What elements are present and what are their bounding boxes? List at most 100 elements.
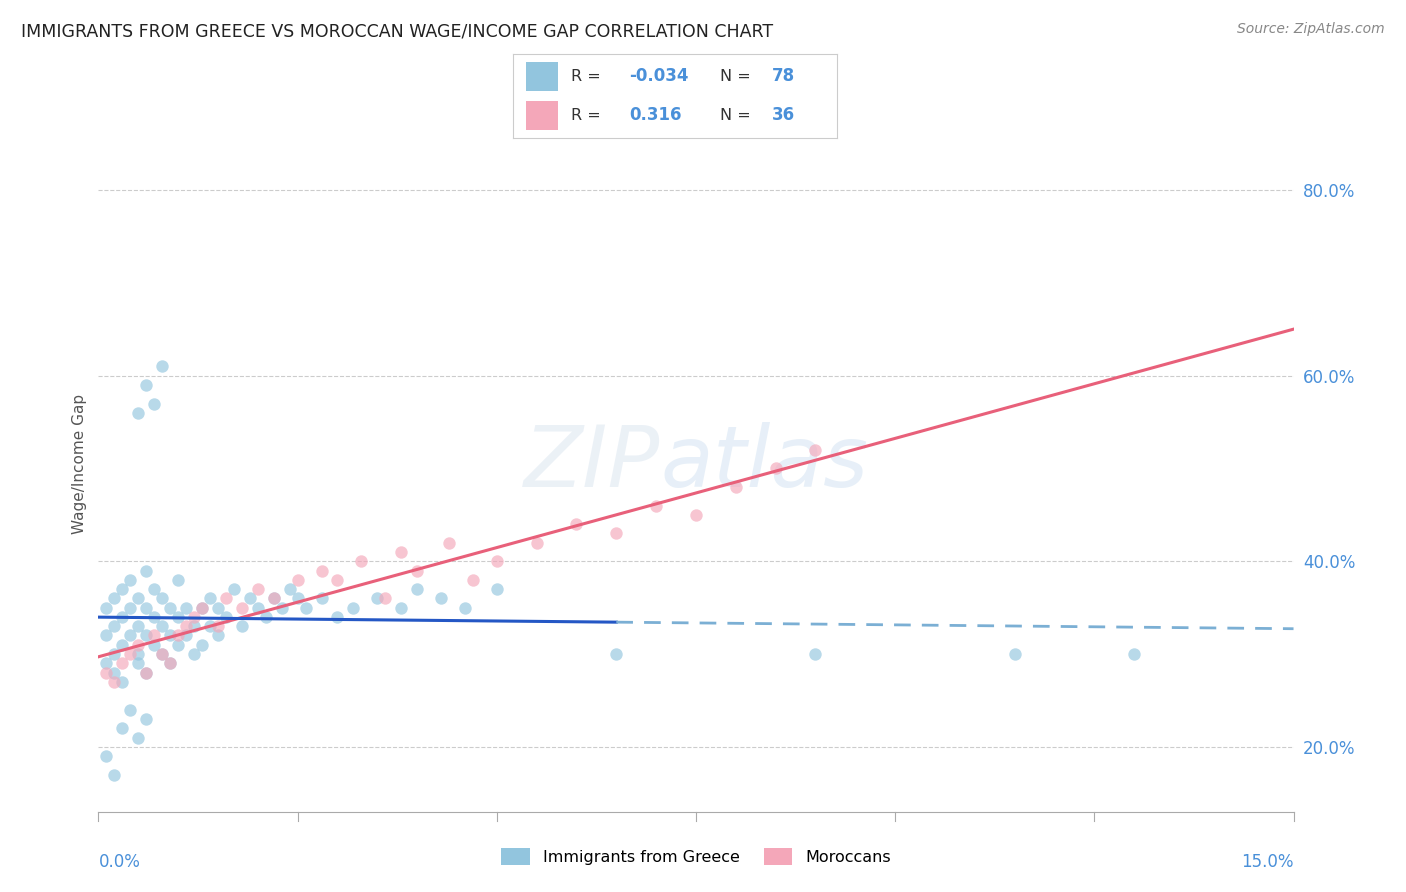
- Point: [198, 591, 221, 606]
- Text: 36: 36: [772, 106, 794, 124]
- Point: [231, 600, 253, 615]
- Point: [191, 638, 214, 652]
- Point: [127, 638, 149, 652]
- Point: [96, 657, 118, 671]
- Point: [103, 591, 125, 606]
- Point: [254, 610, 277, 624]
- Point: [526, 535, 548, 549]
- Point: [120, 647, 142, 661]
- Point: [127, 406, 149, 420]
- Point: [174, 600, 197, 615]
- Point: [103, 619, 125, 633]
- Point: [111, 638, 134, 652]
- Point: [135, 665, 157, 680]
- Point: [645, 499, 668, 513]
- Point: [111, 610, 134, 624]
- Point: [143, 610, 166, 624]
- Point: [159, 657, 181, 671]
- Point: [246, 582, 269, 596]
- Point: [143, 638, 166, 652]
- Point: [135, 712, 157, 726]
- Point: [565, 517, 588, 532]
- Point: [804, 647, 827, 661]
- Point: [150, 619, 173, 633]
- Point: [685, 508, 707, 522]
- Text: ZIP: ZIP: [524, 422, 661, 506]
- Point: [350, 554, 373, 568]
- Point: [135, 665, 157, 680]
- Text: R =: R =: [571, 108, 612, 123]
- Point: [198, 619, 221, 633]
- Point: [135, 564, 157, 578]
- Point: [437, 535, 460, 549]
- Point: [127, 619, 149, 633]
- Point: [191, 600, 214, 615]
- Point: [120, 600, 142, 615]
- Point: [111, 674, 134, 689]
- Point: [127, 657, 149, 671]
- Point: [111, 721, 134, 735]
- Point: [120, 573, 142, 587]
- Point: [135, 600, 157, 615]
- Point: [406, 582, 429, 596]
- Point: [326, 610, 349, 624]
- Point: [287, 573, 309, 587]
- Point: [150, 591, 173, 606]
- Text: atlas: atlas: [661, 422, 868, 506]
- Point: [461, 573, 484, 587]
- Point: [724, 480, 747, 494]
- Point: [103, 767, 125, 781]
- Point: [120, 703, 142, 717]
- Point: [231, 619, 253, 633]
- Y-axis label: Wage/Income Gap: Wage/Income Gap: [72, 393, 87, 534]
- Point: [96, 749, 118, 764]
- Point: [111, 582, 134, 596]
- Text: 78: 78: [772, 68, 794, 86]
- Legend: Immigrants from Greece, Moroccans: Immigrants from Greece, Moroccans: [494, 840, 898, 873]
- Text: N =: N =: [720, 108, 756, 123]
- Text: Source: ZipAtlas.com: Source: ZipAtlas.com: [1237, 22, 1385, 37]
- Point: [150, 647, 173, 661]
- Point: [207, 619, 229, 633]
- Point: [135, 628, 157, 642]
- Point: [103, 674, 125, 689]
- Point: [1004, 647, 1026, 661]
- Point: [454, 600, 477, 615]
- Point: [239, 591, 262, 606]
- Point: [605, 526, 627, 541]
- Point: [342, 600, 364, 615]
- Point: [294, 600, 316, 615]
- Point: [143, 628, 166, 642]
- Point: [430, 591, 453, 606]
- Point: [605, 647, 627, 661]
- Point: [191, 600, 214, 615]
- Point: [183, 619, 205, 633]
- Point: [485, 582, 508, 596]
- Point: [167, 610, 190, 624]
- Point: [150, 647, 173, 661]
- Point: [278, 582, 301, 596]
- Point: [207, 600, 229, 615]
- Point: [246, 600, 269, 615]
- Point: [389, 600, 412, 615]
- Point: [270, 600, 292, 615]
- Point: [485, 554, 508, 568]
- Text: 0.0%: 0.0%: [98, 854, 141, 871]
- Point: [120, 628, 142, 642]
- Point: [1123, 647, 1146, 661]
- Point: [222, 582, 245, 596]
- Point: [311, 564, 333, 578]
- Point: [287, 591, 309, 606]
- Point: [159, 628, 181, 642]
- Point: [159, 600, 181, 615]
- Bar: [526, 62, 558, 91]
- Text: 15.0%: 15.0%: [1241, 854, 1294, 871]
- Point: [111, 657, 134, 671]
- Point: [174, 628, 197, 642]
- Point: [103, 647, 125, 661]
- Point: [159, 657, 181, 671]
- Point: [406, 564, 429, 578]
- Point: [263, 591, 285, 606]
- Point: [143, 396, 166, 410]
- Point: [143, 582, 166, 596]
